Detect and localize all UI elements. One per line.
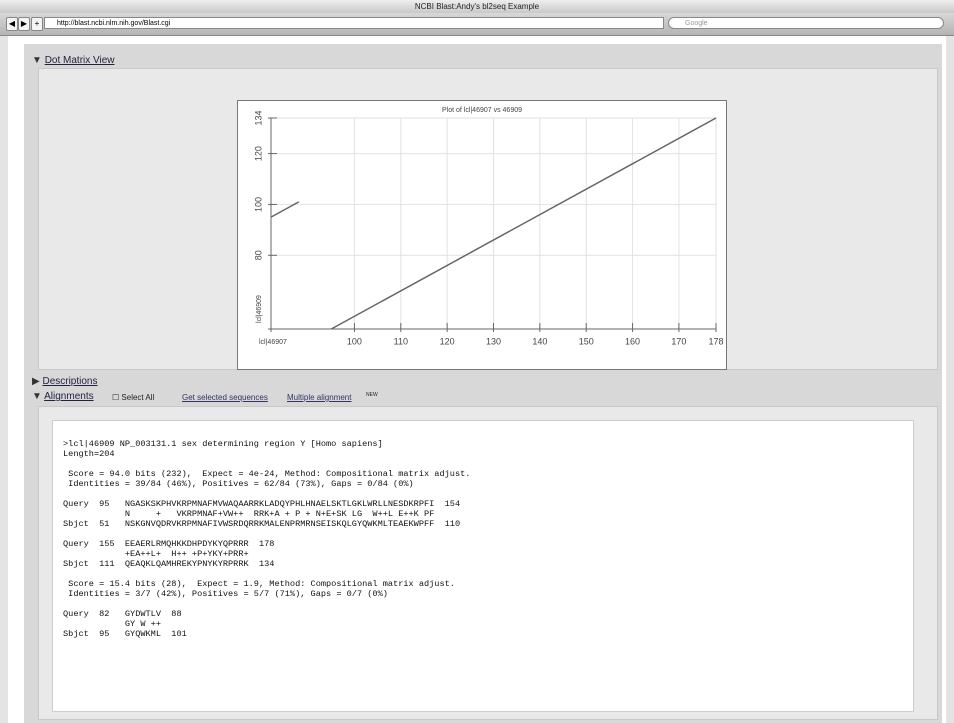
x-tick-label: 170 — [671, 336, 686, 346]
y-tick-label: 80 — [253, 250, 263, 260]
alignment-block: Score = 94.0 bits (232), Expect = 4e-24,… — [63, 469, 470, 489]
alignment-line: N + VKRPMNAF+VW++ RRK+A + P + N+E+SK LG … — [63, 509, 470, 519]
x-tick-label: 150 — [579, 336, 594, 346]
alignment-line: Identities = 39/84 (46%), Positives = 62… — [63, 479, 470, 489]
alignment-block: >lcl|46909 NP_003131.1 sex determining r… — [63, 439, 470, 459]
new-badge: NEW — [366, 392, 378, 398]
alignment-line: GY W ++ — [63, 619, 470, 629]
descriptions-heading[interactable]: Descriptions — [42, 376, 97, 387]
y-tick-label: lcl|46909 — [256, 295, 263, 323]
search-box[interactable]: Google — [668, 17, 944, 29]
x-tick-label: 110 — [394, 336, 408, 346]
url-text: http://blast.ncbi.nlm.nih.gov/Blast.cgi — [57, 20, 170, 27]
forward-button[interactable]: ▶ — [18, 17, 30, 31]
alignment-block: Query 155 EEAERLRMQHKKDHPDYKYQPRRR 178 +… — [63, 539, 470, 569]
alignment-line: +EA++L+ H++ +P+YKY+PRR+ — [63, 549, 470, 559]
y-tick-label: 134 — [253, 110, 263, 125]
x-tick-label: 130 — [486, 336, 501, 346]
dot-plot: Plot of lcl|46907 vs 46909 lcl|46907 100 11… — [238, 101, 726, 369]
window-title: NCBI Blast:Andy's bl2seq Example — [415, 2, 539, 11]
search-placeholder: Google — [685, 20, 708, 27]
alignment-line: Query 155 EEAERLRMQHKKDHPDYKYQPRRR 178 — [63, 539, 470, 549]
x-tick-label: lcl|46907 — [259, 339, 287, 346]
x-tick-label: 100 — [347, 336, 362, 346]
x-tick-label: 178 — [708, 336, 723, 346]
alignment-line: Sbjct 95 GYQWKML 101 — [63, 629, 470, 639]
alignment-line: Query 82 GYDWTLV 88 — [63, 609, 470, 619]
x-tick-label: 140 — [532, 336, 547, 346]
dot-matrix-heading[interactable]: Dot Matrix View — [45, 55, 115, 66]
browser-window: NCBI Blast:Andy's bl2seq Example ◀ ▶ + h… — [0, 0, 954, 723]
back-button[interactable]: ◀ — [6, 17, 18, 31]
multiple-alignment-link[interactable]: Multiple alignment — [287, 393, 351, 402]
alignments-toggle[interactable]: ▼ Alignments — [32, 391, 94, 402]
plot-box: Plot of lcl|46907 vs 46909 lcl|46907 100 11… — [237, 100, 727, 370]
add-button[interactable]: + — [31, 17, 43, 31]
get-selected-link[interactable]: Get selected sequences — [182, 393, 268, 402]
alignment-line: Sbjct 51 NSKGNVQDRVKRPMNAFIVWSRDQRRKMALE… — [63, 519, 470, 529]
address-bar[interactable]: http://blast.ncbi.nlm.nih.gov/Blast.cgi — [44, 17, 664, 29]
toolbar: ◀ ▶ + http://blast.ncbi.nlm.nih.gov/Blas… — [0, 13, 954, 36]
y-tick-label: 100 — [253, 197, 263, 212]
alignment-block: Query 95 NGASKSKPHVKRPMNAFMVWAQAARRKLADQ… — [63, 499, 470, 529]
alignment-line: Length=204 — [63, 449, 470, 459]
title-bar: NCBI Blast:Andy's bl2seq Example — [0, 0, 954, 13]
select-all[interactable]: ☐ Select All — [112, 393, 154, 402]
alignment-text-box: >lcl|46909 NP_003131.1 sex determining r… — [52, 420, 914, 712]
alignment-line: Query 95 NGASKSKPHVKRPMNAFMVWAQAARRKLADQ… — [63, 499, 470, 509]
alignments-heading[interactable]: Alignments — [44, 391, 93, 402]
alignment-block: Query 82 GYDWTLV 88 GY W ++Sbjct 95 GYQW… — [63, 609, 470, 639]
dot-matrix-toggle[interactable]: ▼ Dot Matrix View — [32, 55, 115, 66]
alignment-line: Sbjct 111 QEAQKLQAMHREKYPNYKYRPRRK 134 — [63, 559, 470, 569]
select-all-label: Select All — [121, 393, 154, 402]
alignment-line: Identities = 3/7 (42%), Positives = 5/7 … — [63, 589, 470, 599]
alignment-line: Score = 94.0 bits (232), Expect = 4e-24,… — [63, 469, 470, 479]
alignment-line: Score = 15.4 bits (28), Expect = 1.9, Me… — [63, 579, 470, 589]
alignment-block: Score = 15.4 bits (28), Expect = 1.9, Me… — [63, 579, 470, 599]
descriptions-toggle[interactable]: ▶ Descriptions — [32, 376, 98, 387]
x-tick-label: 120 — [440, 336, 455, 346]
x-tick-label: 160 — [625, 336, 640, 346]
alignment-line: >lcl|46909 NP_003131.1 sex determining r… — [63, 439, 470, 449]
alignment-blocks: >lcl|46909 NP_003131.1 sex determining r… — [63, 439, 470, 649]
plot-title: Plot of lcl|46907 vs 46909 — [442, 107, 522, 114]
y-tick-label: 120 — [253, 146, 263, 161]
